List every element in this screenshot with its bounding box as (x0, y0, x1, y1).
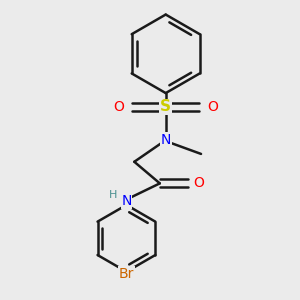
Text: N: N (121, 194, 132, 208)
Text: O: O (207, 100, 218, 114)
Text: O: O (113, 100, 124, 114)
Text: Br: Br (119, 267, 134, 281)
Text: N: N (160, 133, 171, 147)
Text: H: H (109, 190, 117, 200)
Text: S: S (160, 99, 171, 114)
Text: O: O (194, 176, 205, 190)
